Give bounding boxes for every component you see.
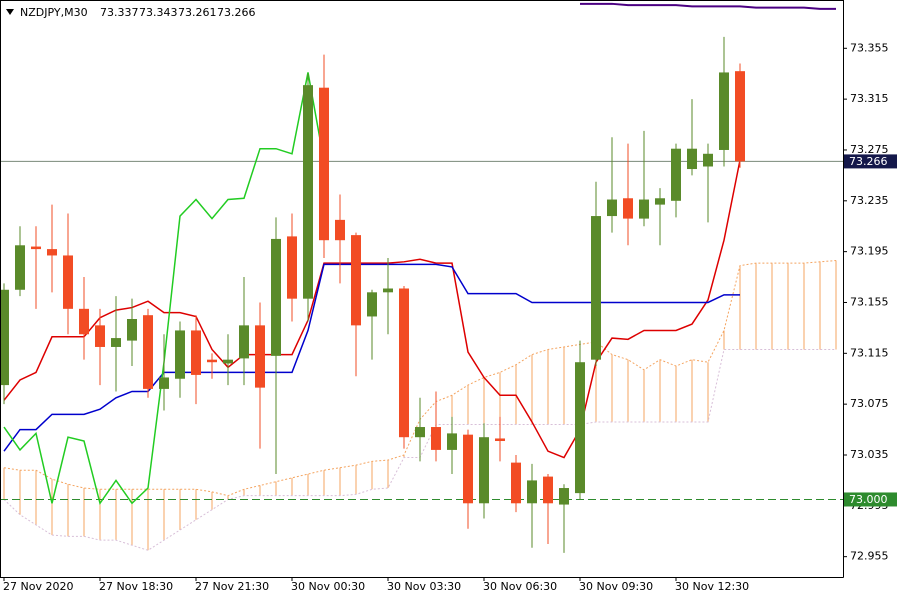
y-tick-label: 73.235	[850, 194, 889, 207]
candle-body	[143, 315, 153, 389]
candle-body	[159, 377, 169, 389]
candle-body	[559, 488, 569, 505]
candle-body	[63, 255, 73, 309]
x-tick-label: 27 Nov 21:30	[195, 580, 269, 593]
candle-body	[735, 71, 745, 162]
candle-body	[111, 338, 121, 347]
candle-body	[607, 199, 617, 217]
candle-body	[335, 219, 345, 241]
candle-body	[207, 359, 217, 363]
candle-body	[175, 330, 185, 379]
candle-body	[367, 292, 377, 317]
menu-triangle[interactable]	[6, 9, 14, 15]
y-tick-label: 73.155	[850, 295, 889, 308]
y-tick-label: 73.315	[850, 92, 889, 105]
x-tick-label: 27 Nov 18:30	[99, 580, 173, 593]
open-value: 73.337	[100, 6, 139, 19]
candle-body	[671, 148, 681, 201]
candle-body	[255, 325, 265, 388]
axes: 72.95572.99573.03573.07573.11573.15573.1…	[3, 41, 897, 593]
candle-body	[575, 362, 585, 494]
candle-body	[0, 289, 9, 386]
candle-body	[687, 148, 697, 170]
candle-body	[543, 476, 553, 504]
candle-body	[719, 72, 729, 150]
x-tick-label: 30 Nov 09:30	[579, 580, 653, 593]
candle-body	[703, 153, 713, 167]
y-tick-label: 72.955	[850, 550, 889, 563]
candle-body	[271, 238, 281, 356]
candle-body	[239, 325, 249, 359]
candle-body	[623, 198, 633, 219]
x-tick-label: 27 Nov 2020	[3, 580, 73, 593]
candle-body	[351, 235, 361, 326]
candle-body	[383, 288, 393, 293]
y-tick-label: 73.195	[850, 245, 889, 258]
price-label: 73.266	[849, 155, 888, 168]
level-box	[844, 492, 897, 507]
candle-body	[31, 246, 41, 250]
candle-body	[415, 427, 425, 438]
candle-body	[527, 480, 537, 504]
candle-body	[447, 433, 457, 450]
plot-area	[0, 2, 843, 553]
y-tick-label: 73.115	[850, 346, 889, 359]
low-value: 73.261	[178, 6, 217, 19]
candle-body	[15, 245, 25, 290]
candle-body	[79, 308, 89, 335]
header: NZDJPY,M30 73.337 73.343 73.261 73.266	[6, 6, 256, 19]
candle-body	[95, 325, 105, 347]
indicator-line	[3, 263, 740, 452]
candle-body	[431, 427, 441, 450]
candle-body	[655, 198, 665, 205]
candle-body	[591, 216, 601, 360]
candle-body	[639, 199, 649, 219]
close-value: 73.266	[217, 6, 256, 19]
indicator-line	[580, 2, 836, 10]
candle-body	[479, 437, 489, 504]
candle-body	[127, 319, 137, 341]
y-tick-label: 73.355	[850, 41, 889, 54]
candle-body	[463, 434, 473, 504]
x-tick-label: 30 Nov 12:30	[675, 580, 749, 593]
y-tick-label: 73.035	[850, 448, 889, 461]
indicator-line	[3, 159, 741, 459]
symbol: NZDJPY,M30	[20, 6, 88, 19]
price-box	[844, 154, 897, 169]
candle-body	[399, 288, 409, 438]
candle-body	[511, 462, 521, 504]
y-tick-label: 73.075	[850, 397, 889, 410]
candle-body	[287, 236, 297, 299]
high-value: 73.343	[139, 6, 178, 19]
candle-body	[319, 87, 329, 241]
candle-body	[495, 438, 505, 442]
candle-body	[191, 330, 201, 375]
y-tick-label: 73.275	[850, 143, 889, 156]
candle-body	[303, 85, 313, 299]
x-tick-label: 30 Nov 06:30	[483, 580, 557, 593]
level-label: 73.000	[849, 493, 888, 506]
x-tick-label: 30 Nov 00:30	[291, 580, 365, 593]
x-tick-label: 30 Nov 03:30	[387, 580, 461, 593]
candle-body	[47, 249, 57, 256]
candle-body	[223, 359, 233, 364]
